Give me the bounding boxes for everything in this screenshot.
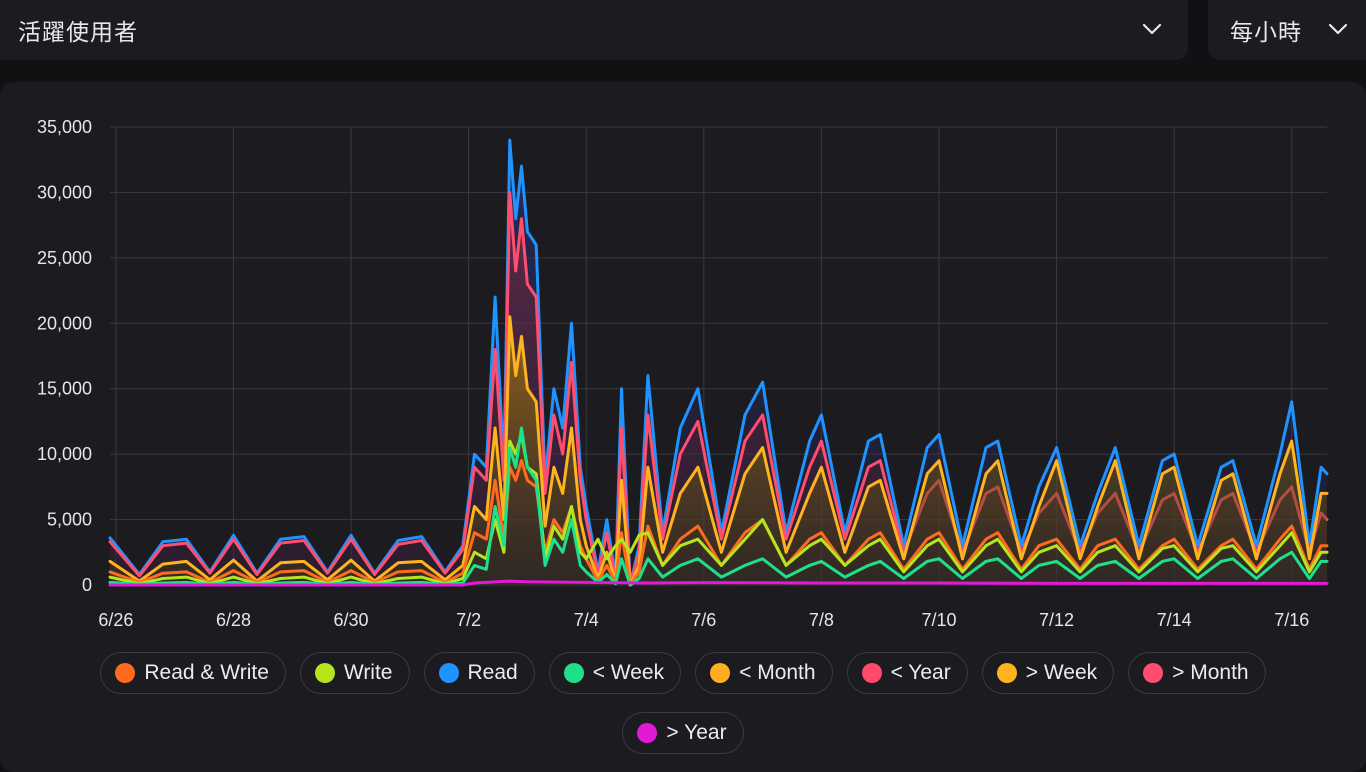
interval-label: 每小時 <box>1230 19 1302 45</box>
legend-item[interactable]: Read & Write <box>100 652 286 694</box>
y-tick-label: 10,000 <box>37 444 92 464</box>
x-tick-label: 7/14 <box>1157 610 1192 630</box>
series-line-week <box>108 315 1329 587</box>
x-tick-label: 7/2 <box>456 610 481 630</box>
legend-color-dot <box>1143 663 1164 683</box>
x-tick-label: 7/4 <box>574 610 599 630</box>
y-tick-label: 20,000 <box>37 313 92 333</box>
metric-title: 活躍使用者 <box>18 19 138 45</box>
x-tick-label: 6/28 <box>216 610 251 630</box>
legend-item[interactable]: < Month <box>695 652 833 694</box>
legend-color-dot <box>996 663 1017 683</box>
legend-item[interactable]: > Year <box>622 712 744 754</box>
legend-color-dot <box>314 663 335 683</box>
interval-selector[interactable]: 每小時 <box>1208 0 1366 60</box>
legend-item[interactable]: < Year <box>846 652 968 694</box>
x-tick-label: 7/6 <box>691 610 716 630</box>
legend-label: < Month <box>739 661 816 684</box>
legend-item[interactable]: Write <box>299 652 410 694</box>
chevron-down-icon[interactable] <box>1142 22 1164 38</box>
legend-label: Write <box>343 661 393 684</box>
chevron-down-icon[interactable] <box>1328 22 1350 38</box>
legend-color-dot <box>563 663 584 683</box>
series-line-write <box>108 433 1329 586</box>
legend-color-dot <box>438 663 459 683</box>
legend-item[interactable]: Read <box>423 652 535 694</box>
active-users-chart: 35,000 30,000 25,000 20,000 15,000 10,000 5,00… <box>37 117 1329 630</box>
x-tick-label: 7/12 <box>1039 610 1074 630</box>
legend-color-dot <box>861 663 882 683</box>
series-line-read-write <box>108 459 1329 587</box>
x-tick-label: 6/30 <box>334 610 369 630</box>
legend-color-dot <box>710 663 731 683</box>
legend-item[interactable]: > Week <box>981 652 1115 694</box>
x-tick-label: 6/26 <box>98 610 133 630</box>
legend: Read & Write Write Read < Week < Month < Year… <box>0 652 1366 694</box>
legend-item[interactable]: > Month <box>1128 652 1266 694</box>
legend-label: Read & Write <box>144 661 269 684</box>
legend-label: > Month <box>1172 661 1249 684</box>
y-tick-label: 25,000 <box>37 248 92 268</box>
series-area-week <box>110 316 1327 585</box>
y-tick-label: 15,000 <box>37 379 92 399</box>
legend-label: > Week <box>1025 661 1098 684</box>
legend-color-dot <box>637 723 658 743</box>
legend-label: Read <box>467 661 518 684</box>
legend-label: < Week <box>592 661 665 684</box>
y-tick-label: 5,000 <box>47 510 92 530</box>
x-tick-label: 7/10 <box>921 610 956 630</box>
series-line-year <box>108 579 1329 587</box>
legend-label: < Year <box>890 661 951 684</box>
metric-selector[interactable]: 活躍使用者 <box>0 0 1188 60</box>
x-tick-label: 7/16 <box>1274 610 1309 630</box>
series-line-week <box>108 426 1329 587</box>
legend-label: > Year <box>666 721 727 744</box>
x-tick-label: 7/8 <box>809 610 834 630</box>
legend-item[interactable]: < Week <box>548 652 682 694</box>
legend-color-dot <box>115 663 136 683</box>
legend-row-2: > Year <box>0 712 1366 754</box>
y-tick-label: 30,000 <box>37 182 92 202</box>
y-tick-label: 35,000 <box>37 117 92 137</box>
y-tick-label: 0 <box>82 575 92 595</box>
